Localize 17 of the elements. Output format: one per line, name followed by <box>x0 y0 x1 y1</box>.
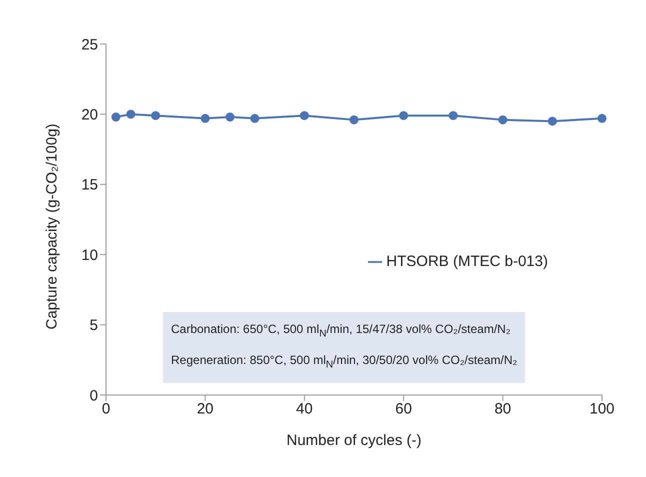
legend-label: HTSORB (MTEC b-013) <box>386 253 548 270</box>
x-tick-label: 0 <box>102 400 110 418</box>
x-axis-title: Number of cycles (-) <box>286 432 422 449</box>
x-tick-label: 60 <box>395 400 412 418</box>
x-tick-label: 40 <box>296 400 313 418</box>
y-tick-label: 0 <box>90 387 98 404</box>
x-tick-label: 80 <box>494 400 512 418</box>
y-axis-title: Capture capacity (g-CO₂/100g) <box>43 124 60 330</box>
y-tick-label: 15 <box>81 176 98 194</box>
y-tick-label: 25 <box>81 36 98 54</box>
annotation: Carbonation: 650°C, 500 ml$_{N}$/min, 15/47/38 vol% CO₂/steam/N₂ <box>171 321 512 342</box>
annotation: Regeneration: 850°C, 500 ml$_{N}$/min, 30/50/20 vol% CO₂/steam/N₂ <box>171 352 518 373</box>
y-tick-label: 10 <box>81 246 98 264</box>
x-tick-label: 20 <box>196 400 214 418</box>
y-tick-label: 20 <box>81 106 98 124</box>
y-tick-label: 5 <box>90 317 98 334</box>
x-tick-label: 100 <box>589 400 615 418</box>
